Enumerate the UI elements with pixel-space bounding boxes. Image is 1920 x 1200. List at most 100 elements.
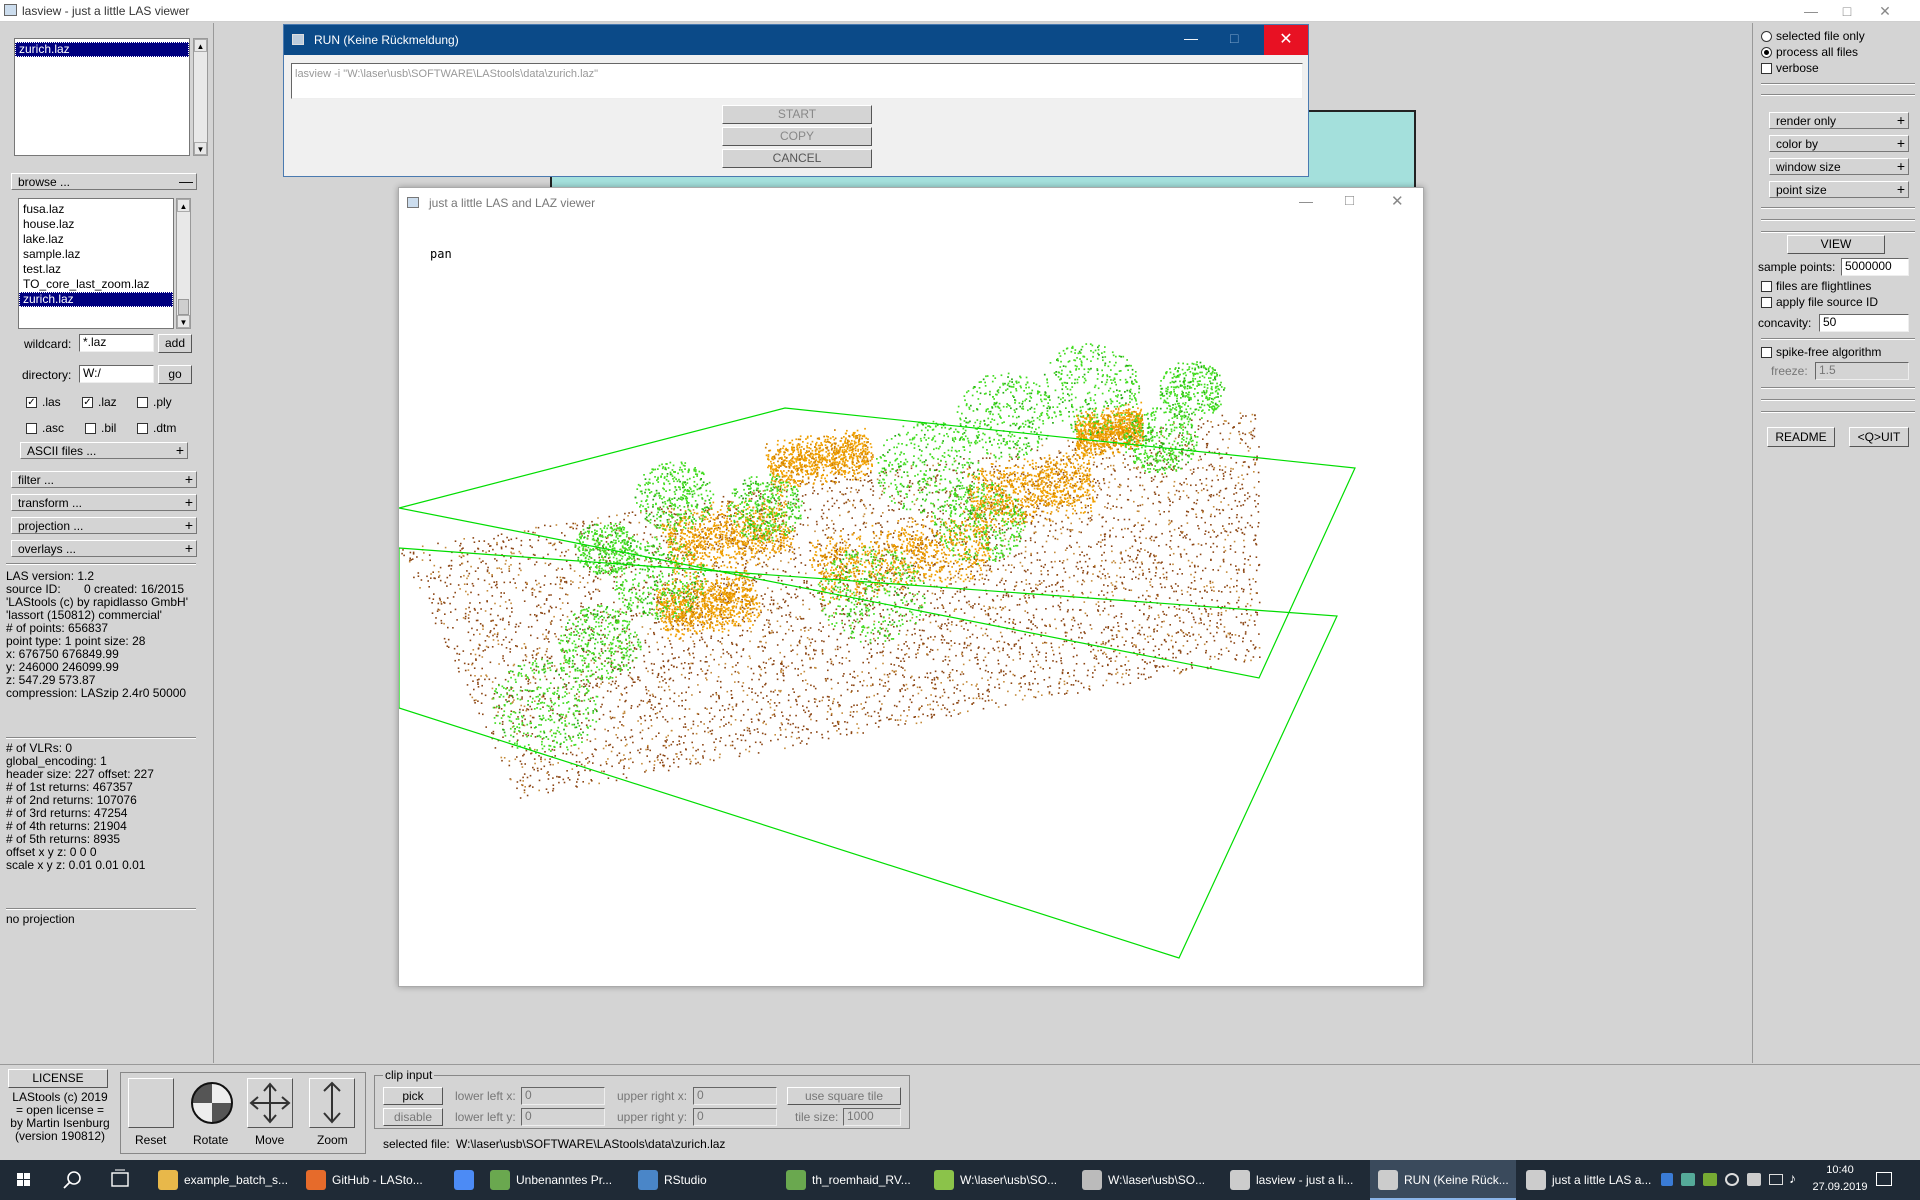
display-icon[interactable] [1769,1174,1783,1185]
ascii-files-group[interactable]: ASCII files ... + [20,442,188,459]
expand-icon[interactable]: + [1897,112,1905,128]
disable-button[interactable]: disable [383,1108,443,1126]
expand-icon[interactable]: + [176,442,184,458]
move-icon[interactable] [247,1078,293,1128]
list-item[interactable]: fusa.laz [19,202,173,217]
sample-points-input[interactable]: 5000000 [1841,258,1909,276]
expand-icon[interactable]: + [185,517,193,533]
network-icon[interactable] [1725,1173,1739,1186]
radio[interactable] [1761,47,1772,58]
add-button[interactable]: add [158,334,192,353]
window-size-group[interactable]: window size + [1769,158,1909,175]
expand-icon[interactable]: + [185,471,193,487]
radio[interactable] [1761,31,1772,42]
taskbar-item[interactable] [446,1160,480,1200]
taskbar-item[interactable]: RUN (Keine Rück... [1370,1160,1516,1200]
laz-checkbox[interactable]: ✓ [82,397,93,408]
go-button[interactable]: go [158,365,192,384]
list-item[interactable]: TO_core_last_zoom.laz [19,277,173,292]
taskbar-item[interactable]: RStudio [630,1160,776,1200]
minimize-icon[interactable]: — [1794,0,1828,22]
task-view-icon[interactable] [96,1160,144,1200]
close-icon[interactable]: ✕ [1391,192,1404,210]
maximize-icon[interactable]: □ [1830,0,1864,22]
taskbar-item[interactable]: lasview - just a li... [1222,1160,1368,1200]
zoom-icon[interactable] [309,1078,355,1128]
collapse-icon[interactable]: — [179,173,193,189]
start-button[interactable]: START [722,105,872,124]
filter-group[interactable]: filter ... + [11,471,197,488]
view-button[interactable]: VIEW [1787,235,1885,254]
asc-checkbox[interactable] [26,423,37,434]
bounding-box [399,408,1355,958]
ply-checkbox[interactable] [137,397,148,408]
spike-free-checkbox[interactable] [1761,347,1772,358]
rotate-icon[interactable] [189,1078,235,1128]
wildcard-input[interactable]: *.laz [79,334,154,352]
shield-icon[interactable] [1661,1173,1673,1186]
concavity-input[interactable]: 50 [1819,314,1909,332]
list-item[interactable]: test.laz [19,262,173,277]
taskbar-item[interactable]: W:\laser\usb\SO... [926,1160,1072,1200]
command-field[interactable]: lasview -i "W:\laser\usb\SOFTWARE\LAStoo… [291,63,1303,99]
minimize-icon[interactable]: — [1299,193,1313,209]
color-by-group[interactable]: color by + [1769,135,1909,152]
close-icon[interactable]: ✕ [1868,0,1902,22]
dtm-checkbox[interactable] [137,423,148,434]
taskbar-item[interactable]: th_roemhaid_RV... [778,1160,924,1200]
las-checkbox[interactable]: ✓ [26,397,37,408]
minimize-icon[interactable]: — [1184,30,1198,46]
point-cloud-canvas[interactable] [399,218,1423,986]
maximize-icon[interactable]: □ [1345,192,1354,209]
app-tray-icon[interactable] [1681,1173,1695,1186]
use-square-tile-button[interactable]: use square tile [787,1087,901,1105]
scrollbar[interactable]: ▲ ▼ [193,38,208,156]
maximize-icon[interactable]: □ [1230,30,1238,46]
transform-group[interactable]: transform ... + [11,494,197,511]
notification-icon[interactable] [1876,1172,1892,1186]
run-dialog-title: RUN (Keine Rückmeldung) [314,33,459,47]
file-list[interactable]: fusa.laz house.laz lake.laz sample.laz t… [18,198,174,329]
list-item[interactable]: zurich.laz [15,42,189,57]
browse-group[interactable]: browse ... — [11,173,197,190]
expand-icon[interactable]: + [185,540,193,556]
verbose-checkbox[interactable] [1761,63,1772,74]
flightlines-checkbox[interactable] [1761,281,1772,292]
point-size-group[interactable]: point size + [1769,181,1909,198]
expand-icon[interactable]: + [1897,135,1905,151]
projection-group[interactable]: projection ... + [11,517,197,534]
pick-button[interactable]: pick [383,1087,443,1105]
volume-icon[interactable]: ♪ [1789,1170,1796,1186]
reset-icon[interactable] [128,1078,174,1128]
nvidia-icon[interactable] [1703,1173,1717,1186]
directory-input[interactable]: W:/ [79,365,154,383]
battery-icon[interactable] [1747,1173,1761,1186]
selected-files-list[interactable]: zurich.laz [14,38,190,156]
scrollbar[interactable]: ▲ ▼ [176,198,191,329]
clock[interactable]: 10:40 27.09.2019 [1810,1162,1870,1196]
taskbar-item[interactable]: Unbenanntes Pr... [482,1160,628,1200]
close-icon[interactable]: ✕ [1264,25,1308,55]
taskbar-item[interactable]: GitHub - LASto... [298,1160,444,1200]
list-item[interactable]: sample.laz [19,247,173,262]
render-only-group[interactable]: render only + [1769,112,1909,129]
quit-button[interactable]: <Q>UIT [1849,427,1909,447]
bil-checkbox[interactable] [85,423,96,434]
search-icon[interactable] [48,1160,96,1200]
list-item[interactable]: house.laz [19,217,173,232]
cancel-button[interactable]: CANCEL [722,149,872,168]
list-item[interactable]: lake.laz [19,232,173,247]
taskbar-item[interactable]: W:\laser\usb\SO... [1074,1160,1220,1200]
taskbar-item[interactable]: just a little LAS a... [1518,1160,1664,1200]
list-item[interactable]: zurich.laz [19,292,173,307]
copy-button[interactable]: COPY [722,127,872,146]
expand-icon[interactable]: + [1897,181,1905,197]
start-button[interactable] [0,1160,48,1200]
license-button[interactable]: LICENSE [8,1069,108,1088]
readme-button[interactable]: README [1767,427,1835,447]
expand-icon[interactable]: + [185,494,193,510]
taskbar-item[interactable]: example_batch_s... [150,1160,296,1200]
overlays-group[interactable]: overlays ... + [11,540,197,557]
expand-icon[interactable]: + [1897,158,1905,174]
source-id-checkbox[interactable] [1761,297,1772,308]
